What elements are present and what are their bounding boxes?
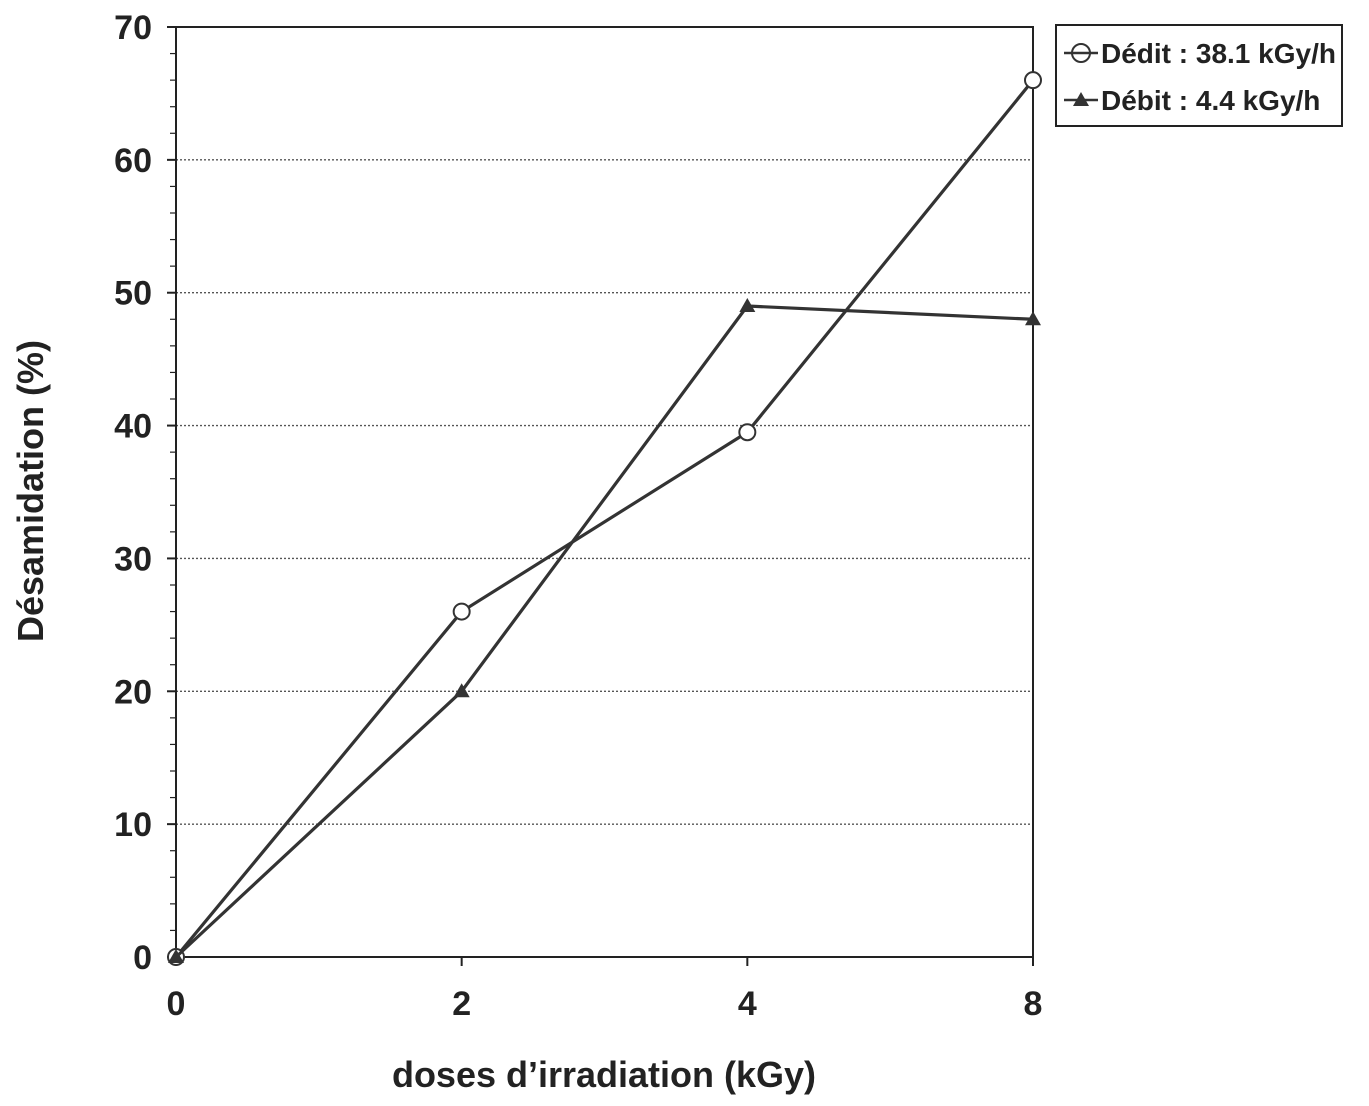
- data-point: [739, 298, 756, 312]
- legend-box: [1055, 24, 1343, 127]
- y-tick-label: 70: [114, 9, 152, 47]
- data-point: [1025, 311, 1041, 326]
- y-tick-label: 20: [114, 673, 152, 711]
- legend: Dédit : 38.1 kGy/h Débit : 4.4 kGy/h: [1055, 24, 1343, 127]
- legend-marker-circle: [1071, 43, 1091, 63]
- axes: 0 10 20 30 40 50 60 70 0 2 4 8: [114, 9, 1042, 1023]
- y-tick-label: 60: [114, 142, 152, 180]
- data-point: [1024, 71, 1042, 90]
- legend-marker-triangle: [1073, 92, 1089, 106]
- data-point: [453, 683, 470, 698]
- legend-label: Débit : 4.4 kGy/h: [1101, 85, 1320, 116]
- series-line-2: [174, 304, 1034, 959]
- x-tick-label: 8: [1024, 985, 1043, 1023]
- grid-lines: [176, 159, 1033, 825]
- y-tick-label: 40: [114, 408, 152, 446]
- data-point: [452, 602, 471, 621]
- plot-frame: [175, 26, 1034, 958]
- y-axis-label: Désamidation (%): [10, 340, 51, 642]
- legend-label: Dédit : 38.1 kGy/h: [1101, 38, 1336, 69]
- x-tick-label: 2: [452, 985, 471, 1023]
- y-tick-label: 0: [133, 939, 152, 977]
- data-point: [738, 423, 757, 442]
- y-tick-label: 10: [114, 806, 152, 844]
- series: [167, 71, 1042, 966]
- x-tick-label: 0: [167, 985, 186, 1023]
- x-axis-label: doses d’irradiation (kGy): [392, 1054, 816, 1095]
- data-point: [168, 949, 184, 963]
- y-tick-label: 30: [114, 540, 152, 578]
- x-tick-label: 4: [738, 985, 757, 1023]
- series-line-1: [174, 79, 1035, 959]
- y-tick-label: 50: [114, 275, 152, 313]
